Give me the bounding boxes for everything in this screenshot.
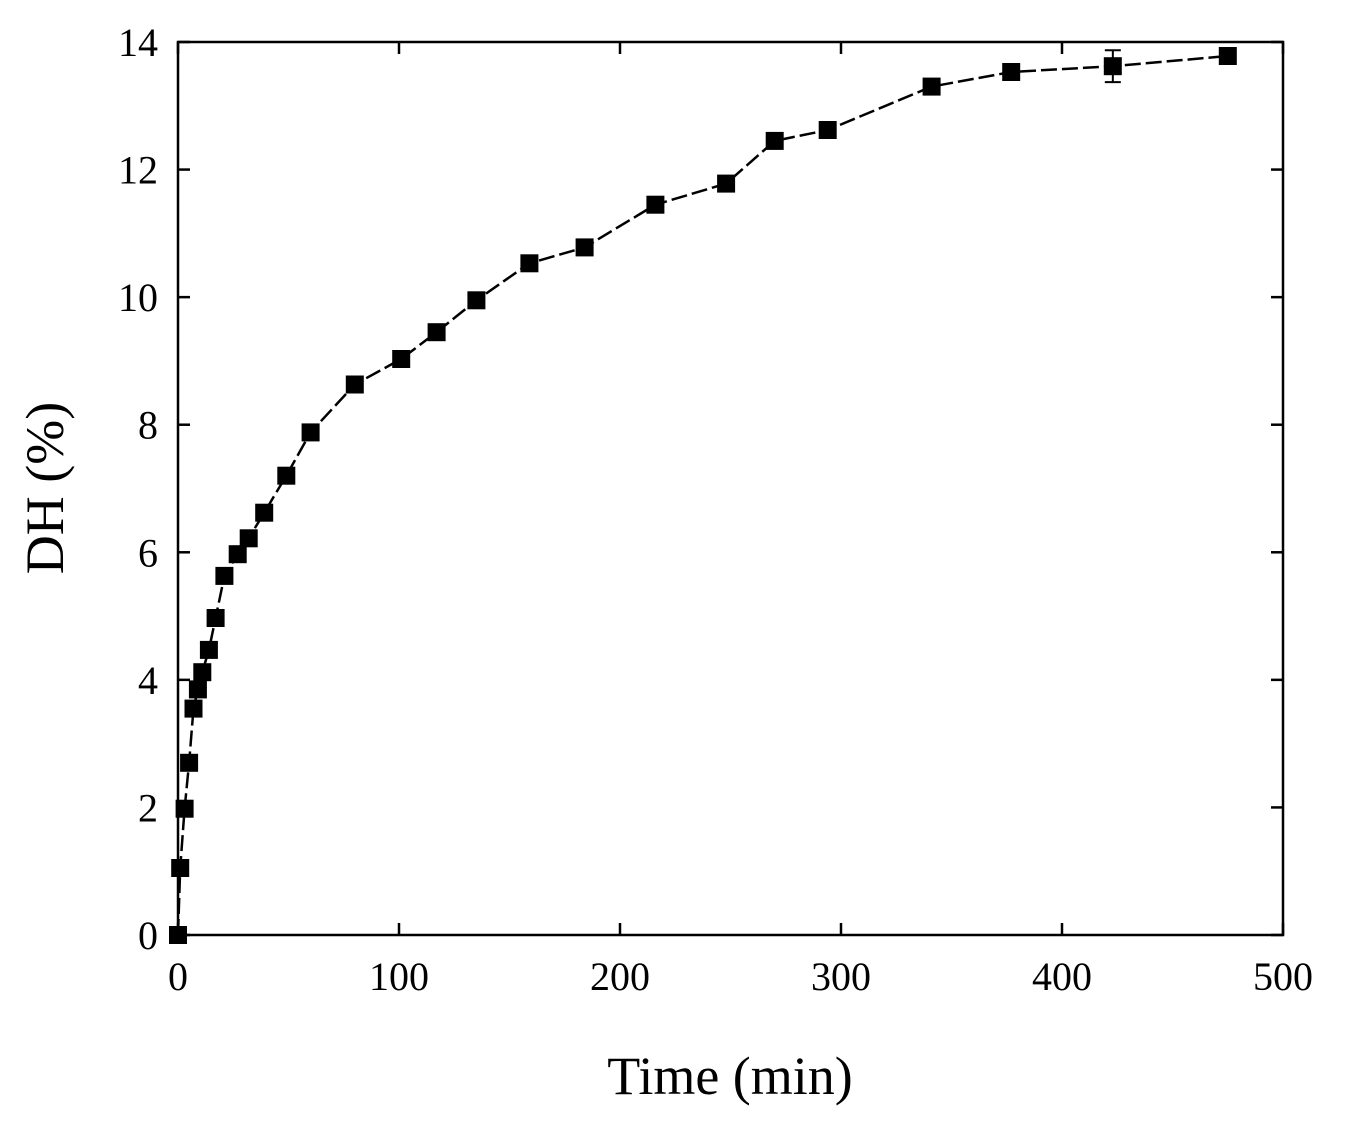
series-line [176, 54, 1228, 936]
data-point [215, 566, 234, 585]
data-point [1002, 63, 1021, 81]
ticks-layer: 0 100 200 300 400 500 0 2 4 6 8 10 12 14 [118, 20, 1313, 999]
data-point [180, 753, 199, 772]
data-point [184, 699, 203, 718]
data-point [717, 174, 736, 193]
x-axis-label: Time (min) [607, 1046, 853, 1106]
data-point [467, 291, 486, 310]
data-point [818, 121, 837, 139]
x-tick-label: 400 [1032, 954, 1092, 999]
data-point [345, 375, 364, 394]
data-point [239, 529, 258, 548]
data-point [171, 859, 190, 877]
data-point [1103, 57, 1122, 76]
data-point [520, 254, 539, 273]
y-tick-label: 8 [138, 403, 158, 448]
plot-frame [176, 40, 1285, 937]
data-point [228, 545, 247, 564]
data-point [301, 423, 320, 442]
y-tick-label: 2 [138, 785, 158, 830]
data-point [255, 503, 274, 522]
y-tick-label: 6 [138, 530, 158, 575]
data-point [193, 663, 212, 682]
x-tick-label: 300 [811, 954, 871, 999]
data-point [206, 609, 225, 627]
data-point [188, 680, 207, 699]
data-point [277, 466, 296, 485]
y-tick-label: 0 [138, 913, 158, 958]
data-point [1218, 47, 1237, 65]
data-point [392, 350, 411, 368]
y-tick-label: 12 [118, 148, 158, 193]
series-layer [169, 47, 1237, 944]
y-axis-label: DH (%) [15, 402, 75, 574]
y-tick-label: 10 [118, 275, 158, 320]
x-tick-label: 500 [1253, 954, 1313, 999]
x-tick-label: 0 [168, 954, 188, 999]
data-point [427, 323, 446, 342]
y-tick-label: 14 [118, 20, 158, 65]
y-tick-label: 4 [138, 658, 158, 703]
data-point [575, 238, 594, 257]
x-tick-label: 200 [590, 954, 650, 999]
data-point [199, 640, 218, 659]
x-tick-label: 100 [369, 954, 429, 999]
data-point [175, 799, 194, 818]
data-point [922, 77, 941, 96]
data-point [765, 131, 784, 150]
data-point [646, 195, 665, 214]
